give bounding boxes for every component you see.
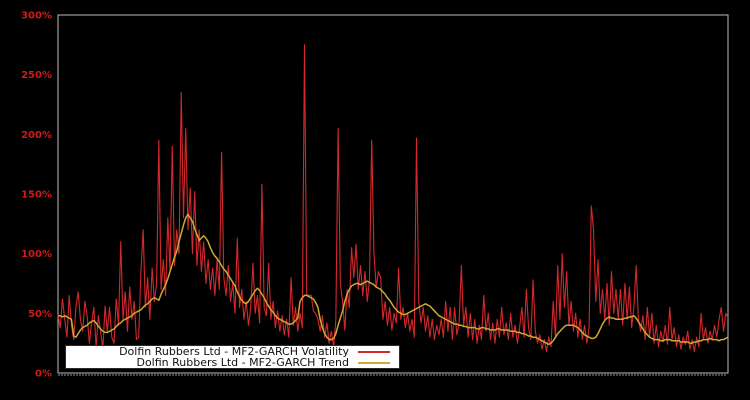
y-tick-label: 200% xyxy=(21,130,52,141)
trend-series-line xyxy=(58,213,729,346)
legend: Dolfin Rubbers Ltd - MF2-GARCH Volatilit… xyxy=(65,345,400,369)
plot-border xyxy=(57,14,729,374)
volatility-line-icon xyxy=(358,350,390,353)
legend-label-trend: Dolfin Rubbers Ltd - MF2-GARCH Trend xyxy=(136,356,349,369)
y-tick-label: 150% xyxy=(21,190,52,201)
legend-label-volatility: Dolfin Rubbers Ltd - MF2-GARCH Volatilit… xyxy=(119,345,349,358)
y-tick-label: 100% xyxy=(21,249,52,260)
y-tick-label: 0% xyxy=(35,369,52,380)
volatility-series-line xyxy=(57,44,729,353)
y-tick-label: 300% xyxy=(21,11,52,22)
trend-line-icon xyxy=(358,361,390,364)
legend-entry-volatility: Dolfin Rubbers Ltd - MF2-GARCH Volatilit… xyxy=(66,346,399,357)
y-tick-label: 250% xyxy=(21,70,52,81)
legend-entry-trend: Dolfin Rubbers Ltd - MF2-GARCH Trend xyxy=(66,357,399,368)
y-tick-label: 50% xyxy=(28,309,52,320)
